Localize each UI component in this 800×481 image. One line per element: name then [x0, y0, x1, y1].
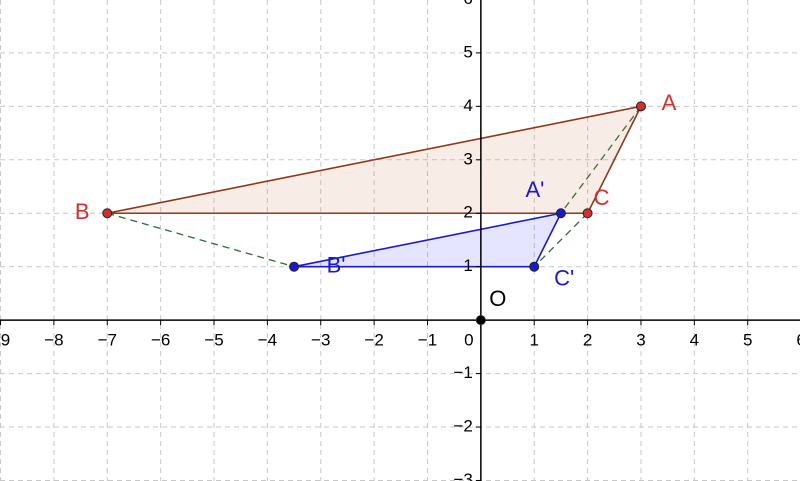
- y-tick-label: 4: [463, 96, 472, 115]
- dashed-link: [107, 212, 295, 268]
- x-tick-label: −7: [98, 331, 117, 350]
- x-tick-label: 5: [743, 331, 752, 350]
- x-tick-label: −9: [0, 331, 10, 350]
- y-tick-label: −3: [453, 470, 472, 481]
- point-label: C: [594, 185, 610, 210]
- x-tick-label: 1: [529, 331, 538, 350]
- x-tick-label: 3: [636, 331, 645, 350]
- point: [102, 208, 113, 219]
- x-tick-label: −6: [151, 331, 170, 350]
- x-tick-label: −1: [418, 331, 437, 350]
- triangle-abc: [107, 105, 643, 215]
- x-tick-label: −5: [204, 331, 223, 350]
- x-tick-label: 6: [796, 331, 800, 350]
- y-tick-label: 3: [463, 149, 472, 168]
- point: [555, 208, 566, 219]
- point: [635, 101, 646, 112]
- x-tick-label: −4: [258, 331, 277, 350]
- x-tick-label: 2: [583, 331, 592, 350]
- point: [582, 208, 593, 219]
- x-tick-label: −8: [44, 331, 63, 350]
- y-tick-label: −2: [453, 417, 472, 436]
- point-label: B': [327, 253, 346, 278]
- triangle-image: [293, 212, 563, 268]
- y-tick-label: 5: [463, 42, 472, 61]
- point-label: O: [489, 286, 506, 311]
- x-tick-label: 4: [690, 331, 699, 350]
- point: [529, 261, 540, 272]
- point-label: A': [525, 177, 544, 202]
- point-label: B: [75, 199, 90, 224]
- x-tick-label: 0: [464, 331, 473, 350]
- point-label: C': [554, 266, 574, 291]
- x-tick-label: −3: [311, 331, 330, 350]
- dashed-link: [560, 105, 642, 214]
- point-label: A: [662, 90, 677, 115]
- point: [289, 261, 300, 272]
- point: [475, 315, 486, 326]
- y-tick-label: −1: [453, 363, 472, 382]
- y-tick-label: 6: [463, 0, 472, 8]
- x-tick-label: −2: [364, 331, 383, 350]
- y-tick-label: 2: [463, 203, 472, 222]
- y-tick-label: 1: [463, 256, 472, 275]
- dashed-link: [533, 212, 589, 268]
